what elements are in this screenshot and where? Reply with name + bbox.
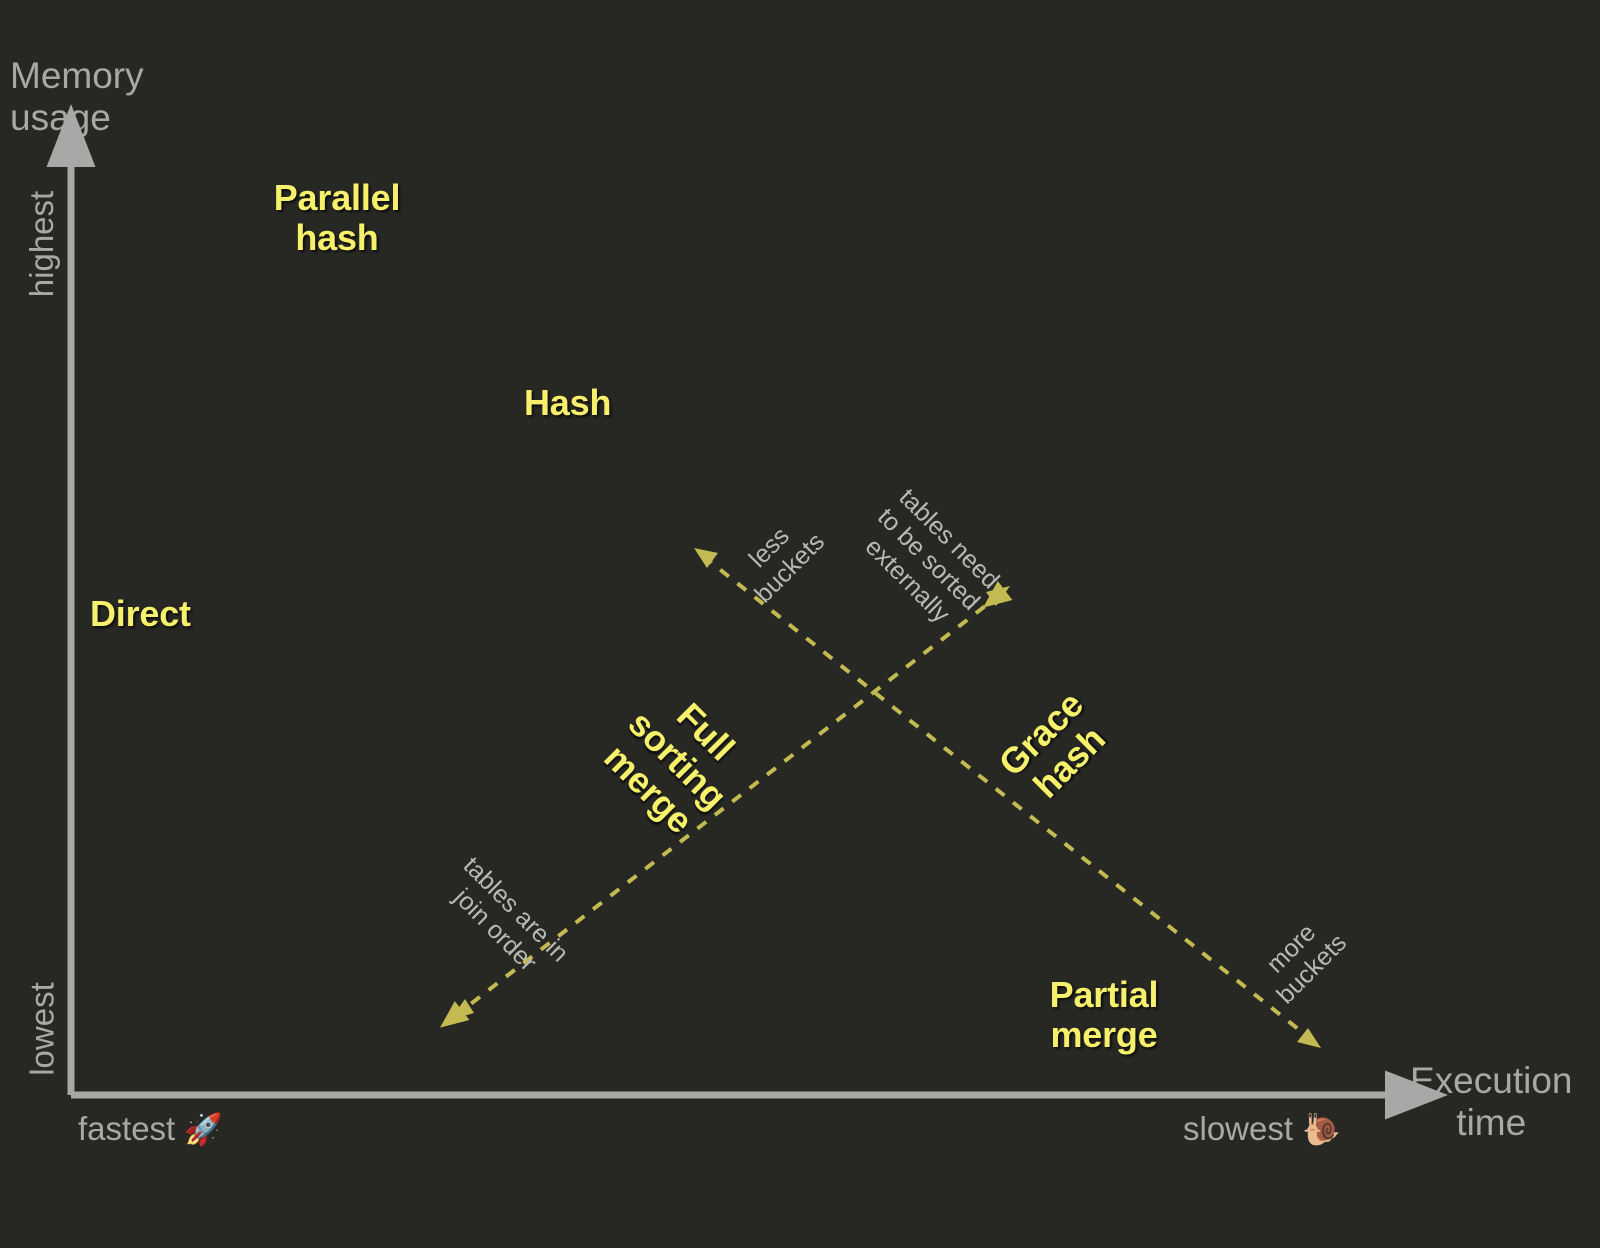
x-axis-title: Execution time bbox=[1410, 1060, 1573, 1143]
snail-emoji: 🐌 bbox=[1302, 1112, 1341, 1148]
y-axis-highest-label: highest bbox=[23, 190, 60, 298]
x-axis-slowest-label: slowest bbox=[1183, 1110, 1294, 1147]
x-axis-fastest-group: fastest 🚀 bbox=[78, 1110, 223, 1148]
algorithm-label-parallel-hash: Parallel hash bbox=[273, 177, 401, 259]
annotation-tables-in-join-order: tables are in join order bbox=[448, 851, 574, 977]
annotation-more-buckets: more buckets bbox=[1261, 918, 1353, 1010]
algorithm-label-hash: Hash bbox=[524, 382, 612, 423]
algorithm-label-grace-hash: Grace hash bbox=[990, 683, 1114, 807]
algorithm-label-full-sorting-merge: Full sorting merge bbox=[596, 694, 743, 841]
grace-hash-axis-arrow-down bbox=[1297, 1028, 1321, 1048]
sorting-merge-axis-arrow-down bbox=[450, 999, 474, 1020]
x-axis-slowest-group: slowest 🐌 bbox=[1183, 1110, 1341, 1148]
rocket-emoji: 🚀 bbox=[184, 1112, 223, 1148]
x-axis-fastest-label: fastest bbox=[78, 1110, 176, 1147]
annotation-tables-sorted-externally: tables need to be sorted externally bbox=[860, 483, 1005, 628]
y-axis-title: Memory usage bbox=[10, 55, 144, 138]
algorithm-label-partial-merge: Partial merge bbox=[1049, 974, 1159, 1056]
annotation-less-buckets: less buckets bbox=[743, 521, 831, 609]
y-axis-lowest-label: lowest bbox=[23, 982, 61, 1076]
algorithm-label-direct: Direct bbox=[90, 593, 191, 634]
grace-hash-axis-arrow-up bbox=[694, 548, 718, 568]
